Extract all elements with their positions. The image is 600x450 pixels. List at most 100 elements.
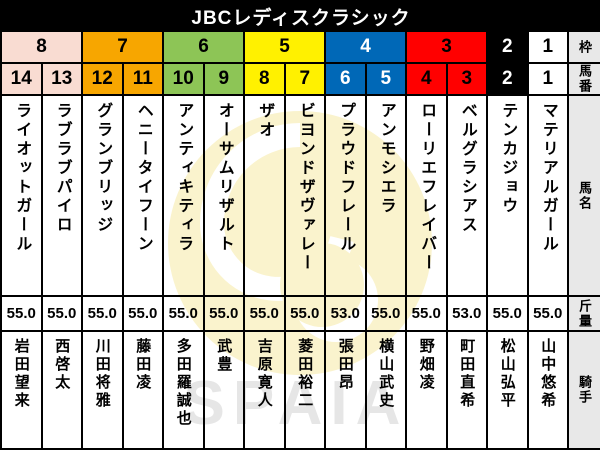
jockey-cell-11-text: 藤田凌: [134, 338, 152, 392]
weight-cell-7: 55.0: [283, 295, 326, 332]
horse-name-cell-11: ヘニータイフーン: [121, 94, 164, 297]
jockey-row: 岩田望来 西啓太 川田将雅 藤田凌 多田羅誠也 武豊 吉原寛人 菱田裕二 張田昂 横山武史 野畑凌 町…: [0, 330, 600, 450]
horse-name-cell-13: ラブラブパイロ: [40, 94, 83, 297]
row-label-frame: 枠: [566, 30, 600, 64]
jockey-cell-2-text: 松山弘平: [498, 338, 516, 410]
row-label-horse-number-text: 馬番: [577, 64, 593, 94]
jockey-cell-11: 藤田凌: [121, 330, 164, 450]
row-label-frame-text: 枠: [577, 39, 593, 55]
jockey-cell-1-text: 山中悠希: [539, 338, 557, 410]
weight-cell-5: 55.0: [364, 295, 407, 332]
frame-cell-2: 2: [486, 30, 529, 64]
horse-name-cell-14: ライオットガール: [0, 94, 43, 297]
row-label-weight: 斤量: [566, 295, 600, 332]
jockey-cell-2: 松山弘平: [486, 330, 529, 450]
jockey-cell-10: 多田羅誠也: [162, 330, 205, 450]
weight-cell-14: 55.0: [0, 295, 43, 332]
horse-number-cell-12: 12: [81, 62, 124, 96]
jockey-cell-14-text: 岩田望来: [12, 338, 30, 410]
jockey-cell-13: 西啓太: [40, 330, 83, 450]
horse-name-cell-12-text: グランブリッジ: [94, 102, 112, 235]
jockey-cell-6-text: 張田昂: [336, 338, 354, 392]
horse-number-cell-2: 2: [486, 62, 529, 96]
horse-name-cell-3: ベルグラシアス: [445, 94, 488, 297]
frame-cell-8: 8: [0, 30, 83, 64]
horse-name-cell-5: アンモシエラ: [364, 94, 407, 297]
jockey-cell-5-text: 横山武史: [377, 338, 395, 410]
row-label-horse-name-text: 馬名: [577, 180, 593, 211]
horse-name-cell-6-text: プラウドフレール: [337, 102, 355, 254]
jockey-cell-9-text: 武豊: [215, 338, 233, 374]
horse-number-cell-14: 14: [0, 62, 43, 96]
horse-number-cell-11: 11: [121, 62, 164, 96]
horse-number-cell-6: 6: [324, 62, 367, 96]
horse-name-cell-5-text: アンモシエラ: [377, 102, 395, 216]
horse-name-row: ライオットガール ラブラブパイロ グランブリッジ ヘニータイフーン アンティキティラ オー…: [0, 94, 600, 297]
horse-name-cell-7-text: ビヨンドザヴァレー: [296, 102, 314, 273]
frame-cell-3: 3: [405, 30, 488, 64]
horse-name-cell-3-text: ベルグラシアス: [458, 102, 476, 235]
jockey-cell-14: 岩田望来: [0, 330, 43, 450]
horse-name-cell-14-text: ライオットガール: [13, 102, 31, 254]
horse-name-cell-13-text: ラブラブパイロ: [53, 102, 71, 235]
horse-name-cell-9-text: オーサムリザルト: [215, 102, 233, 254]
weight-cell-9: 55.0: [202, 295, 245, 332]
frame-cell-6: 6: [162, 30, 245, 64]
jockey-cell-4: 野畑凌: [405, 330, 448, 450]
horse-number-cell-10: 10: [162, 62, 205, 96]
row-label-jockey-text: 騎手: [577, 375, 593, 405]
frame-cell-7: 7: [81, 30, 164, 64]
weight-cell-1: 55.0: [526, 295, 569, 332]
horse-number-cell-9: 9: [202, 62, 245, 96]
jockey-cell-1: 山中悠希: [526, 330, 569, 450]
horse-number-cell-1: 1: [526, 62, 569, 96]
frame-cell-5: 5: [243, 30, 326, 64]
jockey-cell-8-text: 吉原寛人: [255, 338, 273, 410]
row-label-weight-text: 斤量: [577, 298, 593, 329]
horse-number-cell-7: 7: [283, 62, 326, 96]
horse-name-cell-10-text: アンティキティラ: [175, 102, 193, 254]
jockey-cell-10-text: 多田羅誠也: [174, 338, 192, 428]
horse-name-cell-12: グランブリッジ: [81, 94, 124, 297]
horse-name-cell-2: テンカジョウ: [486, 94, 529, 297]
jockey-cell-12: 川田将雅: [81, 330, 124, 450]
weight-cell-3: 53.0: [445, 295, 488, 332]
frame-cell-1: 1: [526, 30, 569, 64]
jockey-cell-8: 吉原寛人: [243, 330, 286, 450]
horse-name-cell-7: ビヨンドザヴァレー: [283, 94, 326, 297]
horse-name-cell-8-text: ザオ: [256, 102, 274, 140]
frame-cell-4: 4: [324, 30, 407, 64]
title-row: JBCレディスクラシック: [0, 0, 600, 32]
horse-number-cell-3: 3: [445, 62, 488, 96]
row-label-jockey: 騎手: [566, 330, 600, 450]
horse-name-cell-8: ザオ: [243, 94, 286, 297]
jockey-cell-12-text: 川田将雅: [93, 338, 111, 410]
horse-name-cell-9: オーサムリザルト: [202, 94, 245, 297]
horse-name-cell-4-text: ローリエフレイバー: [418, 102, 436, 273]
weight-row: 55.0 55.0 55.0 55.0 55.0 55.0 55.0 55.0 53.0 55.0…: [0, 295, 600, 332]
horse-number-cell-5: 5: [364, 62, 407, 96]
weight-cell-11: 55.0: [121, 295, 164, 332]
weight-cell-6: 53.0: [324, 295, 367, 332]
jockey-cell-6: 張田昂: [324, 330, 367, 450]
weight-cell-8: 55.0: [243, 295, 286, 332]
race-title: JBCレディスクラシック: [0, 0, 600, 32]
jockey-cell-7-text: 菱田裕二: [296, 338, 314, 410]
horse-name-cell-2-text: テンカジョウ: [499, 102, 517, 216]
horse-name-cell-1-text: マテリアルガール: [539, 102, 557, 254]
horse-number-cell-4: 4: [405, 62, 448, 96]
horse-name-cell-6: プラウドフレール: [324, 94, 367, 297]
horse-number-cell-13: 13: [40, 62, 83, 96]
weight-cell-12: 55.0: [81, 295, 124, 332]
horse-name-cell-10: アンティキティラ: [162, 94, 205, 297]
jockey-cell-5: 横山武史: [364, 330, 407, 450]
horse-name-cell-11-text: ヘニータイフーン: [134, 102, 152, 254]
jockey-cell-9: 武豊: [202, 330, 245, 450]
jockey-cell-13-text: 西啓太: [53, 338, 71, 392]
horse-number-cell-8: 8: [243, 62, 286, 96]
jockey-cell-3-text: 町田直希: [458, 338, 476, 410]
